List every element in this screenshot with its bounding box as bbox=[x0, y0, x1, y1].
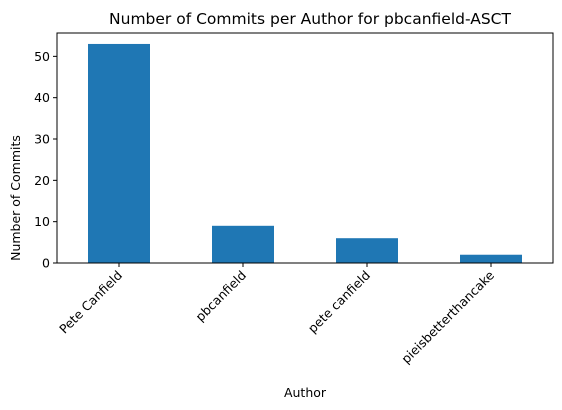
x-tick-label: pieisbetterthancake bbox=[398, 267, 497, 366]
y-axis-label: Number of Commits bbox=[8, 135, 23, 261]
y-tick-label: 50 bbox=[34, 49, 50, 64]
x-tick-label: pbcanfield bbox=[192, 268, 249, 325]
chart-title: Number of Commits per Author for pbcanfi… bbox=[109, 10, 511, 28]
bar bbox=[336, 238, 398, 263]
y-tick-label: 10 bbox=[34, 214, 50, 229]
x-axis-label: Author bbox=[284, 385, 327, 400]
x-tick-label: Pete Canfield bbox=[56, 268, 125, 337]
x-tick-label: pete canfield bbox=[305, 268, 373, 336]
bar bbox=[88, 43, 150, 264]
plot-area: 0 10 20 30 40 50 Pete Canfield pbcanfield pete c… bbox=[34, 32, 554, 366]
y-tick-label: 20 bbox=[34, 173, 50, 188]
y-tick-label: 30 bbox=[34, 132, 50, 147]
bar bbox=[212, 225, 274, 263]
plot-frame bbox=[56, 32, 554, 264]
y-tick-label: 0 bbox=[42, 256, 50, 271]
y-tick-label: 40 bbox=[34, 90, 50, 105]
bar bbox=[460, 254, 522, 263]
